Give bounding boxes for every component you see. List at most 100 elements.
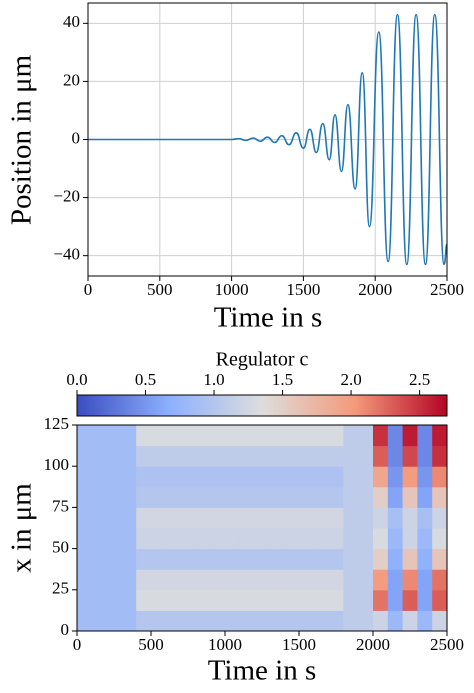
heatmap-cell [165, 466, 182, 488]
heatmap-cell [91, 589, 108, 611]
heatmap-cell [77, 528, 93, 550]
heatmap-cell [151, 507, 167, 529]
heatmap-cell [299, 486, 315, 508]
heatmap-cell [195, 507, 211, 529]
heatmap-cell [106, 486, 122, 508]
x-tick-label: 1500 [286, 280, 320, 299]
heatmap-cell [387, 548, 404, 570]
heatmap-cell [284, 445, 300, 467]
heatmap-cell [225, 445, 241, 467]
heatmap-cell [432, 507, 448, 529]
heatmap-cell [402, 425, 418, 447]
heatmap-cell [402, 589, 418, 611]
y-tick-label: 125 [44, 414, 70, 433]
y-axis-label: x in μm [6, 483, 38, 573]
heatmap-cells [77, 425, 448, 632]
heatmap-cell [299, 466, 315, 488]
heatmap-cell [151, 528, 167, 550]
heatmap-cell [432, 589, 448, 611]
heatmap-cell [402, 569, 418, 591]
heatmap-cell [225, 589, 241, 611]
heatmap-cell [225, 486, 241, 508]
heatmap-cell [136, 466, 152, 488]
heatmap-cell [106, 507, 122, 529]
heatmap-cell [121, 610, 137, 632]
heatmap-cell [195, 589, 211, 611]
y-tick-label: 100 [44, 455, 70, 474]
heatmap-cell [91, 528, 108, 550]
heatmap-cell [328, 466, 344, 488]
y-tick-label: −40 [53, 245, 80, 264]
heatmap-cell [343, 466, 359, 488]
x-tick-label: 1000 [215, 280, 249, 299]
heatmap-cell [254, 466, 270, 488]
x-tick-label: 500 [147, 280, 173, 299]
heatmap-cell [151, 569, 167, 591]
heatmap-cell [373, 425, 389, 447]
heatmap-cell [284, 548, 300, 570]
heatmap-cell [151, 548, 167, 570]
heatmap-cell [343, 610, 359, 632]
heatmap-cell [91, 425, 108, 447]
heatmap-cell [373, 466, 389, 488]
heatmap-cell [417, 589, 433, 611]
heatmap-cell [121, 507, 137, 529]
colorbar-tick-label: 1.5 [272, 370, 293, 389]
heatmap-cell [180, 610, 196, 632]
heatmap-cell [165, 507, 182, 529]
heatmap-cell [77, 610, 93, 632]
heatmap-cell [358, 548, 374, 570]
heatmap-cell [180, 425, 196, 447]
heatmap-cell [343, 528, 359, 550]
heatmap-cell [77, 425, 93, 447]
x-tick-label: 1500 [282, 635, 316, 654]
heatmap-cell [151, 486, 167, 508]
y-tick-label: −20 [53, 186, 80, 205]
y-tick-label: 0 [72, 128, 81, 147]
heatmap-cell [358, 507, 374, 529]
heatmap-cell [328, 589, 344, 611]
heatmap-cell [136, 507, 152, 529]
heatmap-cell [313, 528, 330, 550]
heatmap-cell [432, 610, 448, 632]
heatmap-cell [121, 425, 137, 447]
heatmap-cell [417, 548, 433, 570]
heatmap-cell [313, 425, 330, 447]
heatmap-cell [254, 486, 270, 508]
heatmap-cell [343, 548, 359, 570]
heatmap-cell [121, 548, 137, 570]
heatmap-cell [343, 445, 359, 467]
heatmap-cell [195, 548, 211, 570]
heatmap-cell [343, 425, 359, 447]
y-tick-label: 25 [52, 579, 69, 598]
heatmap-cell [136, 569, 152, 591]
heatmap-cell [151, 445, 167, 467]
heatmap-cell [387, 589, 404, 611]
heatmap-cell [239, 589, 256, 611]
x-tick-label: 2500 [430, 280, 464, 299]
heatmap-cell [106, 548, 122, 570]
heatmap-cell [121, 589, 137, 611]
y-tick-label: 20 [63, 70, 80, 89]
colorbar-label: Regulator c [216, 349, 309, 371]
heatmap-cell [358, 425, 374, 447]
heatmap-cell [121, 528, 137, 550]
heatmap-cell [239, 528, 256, 550]
heatmap-cell [195, 486, 211, 508]
heatmap-cell [284, 528, 300, 550]
heatmap-cell [358, 486, 374, 508]
heatmap-cell [180, 589, 196, 611]
y-axis-label: Position in μm [6, 54, 38, 225]
heatmap-cell [239, 610, 256, 632]
heatmap-cell [210, 548, 226, 570]
heatmap-cell [91, 610, 108, 632]
heatmap-cell [284, 425, 300, 447]
heatmap-cell [136, 610, 152, 632]
heatmap-cell [417, 528, 433, 550]
heatmap-cell [136, 589, 152, 611]
heatmap-cell [284, 466, 300, 488]
heatmap-cell [254, 589, 270, 611]
heatmap-cell [77, 548, 93, 570]
heatmap-cell [210, 486, 226, 508]
heatmap-cell [313, 486, 330, 508]
